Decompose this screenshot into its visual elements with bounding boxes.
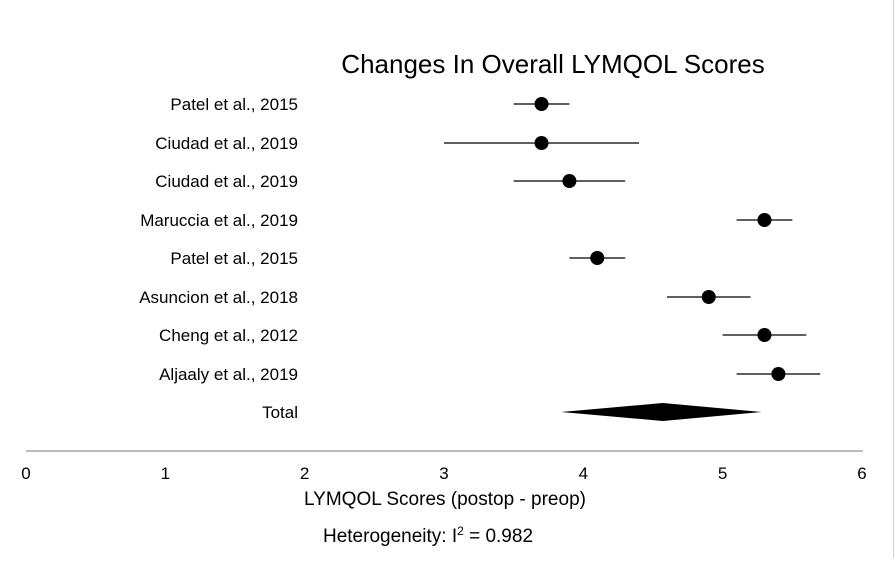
x-axis-ticks: 0 1 2 3 4 5 6 xyxy=(21,464,866,483)
study-label: Patel et al., 2015 xyxy=(170,249,298,268)
heterogeneity-label: Heterogeneity: I2 = 0.982 xyxy=(323,524,533,547)
point-estimate xyxy=(757,328,772,342)
study-rows: Patel et al., 2015 Ciudad et al., 2019 Ciu… xyxy=(139,95,821,384)
study-label: Ciudad et al., 2019 xyxy=(155,172,298,191)
study-label: Aljaaly et al., 2019 xyxy=(159,365,298,384)
x-tick-label: 4 xyxy=(579,464,588,483)
pooled-estimate-diamond xyxy=(561,403,762,421)
study-row: Asuncion et al., 2018 xyxy=(139,288,751,307)
point-estimate xyxy=(534,136,549,150)
x-tick-label: 6 xyxy=(857,464,866,483)
study-label: Asuncion et al., 2018 xyxy=(139,288,298,307)
point-estimate xyxy=(771,367,786,381)
heterogeneity-prefix: Heterogeneity: I xyxy=(323,526,457,547)
study-label: Cheng et al., 2012 xyxy=(159,326,298,345)
x-tick-label: 0 xyxy=(21,464,30,483)
study-row: Maruccia et al., 2019 xyxy=(140,211,793,230)
x-tick-label: 1 xyxy=(161,464,170,483)
study-row: Cheng et al., 2012 xyxy=(159,326,807,345)
total-label: Total xyxy=(262,403,298,422)
study-label: Patel et al., 2015 xyxy=(170,95,298,114)
x-tick-label: 5 xyxy=(718,464,727,483)
x-axis-label: LYMQOL Scores (postop - preop) xyxy=(304,489,586,510)
study-row: Patel et al., 2015 xyxy=(170,249,626,268)
x-tick-label: 2 xyxy=(300,464,309,483)
point-estimate xyxy=(562,174,577,188)
point-estimate xyxy=(701,290,716,304)
chart-title: Changes In Overall LYMQOL Scores xyxy=(341,49,764,79)
total-row: Total xyxy=(262,403,762,422)
x-tick-label: 3 xyxy=(439,464,448,483)
heterogeneity-suffix: = 0.982 xyxy=(464,526,533,547)
study-label: Ciudad et al., 2019 xyxy=(155,134,298,153)
study-row: Patel et al., 2015 xyxy=(170,95,570,114)
heterogeneity-superscript: 2 xyxy=(457,524,464,538)
study-row: Ciudad et al., 2019 xyxy=(155,172,626,191)
study-label: Maruccia et al., 2019 xyxy=(140,211,298,230)
point-estimate xyxy=(590,251,605,265)
point-estimate xyxy=(534,97,549,111)
point-estimate xyxy=(757,213,772,227)
study-row: Aljaaly et al., 2019 xyxy=(159,365,821,384)
study-row: Ciudad et al., 2019 xyxy=(155,134,640,153)
